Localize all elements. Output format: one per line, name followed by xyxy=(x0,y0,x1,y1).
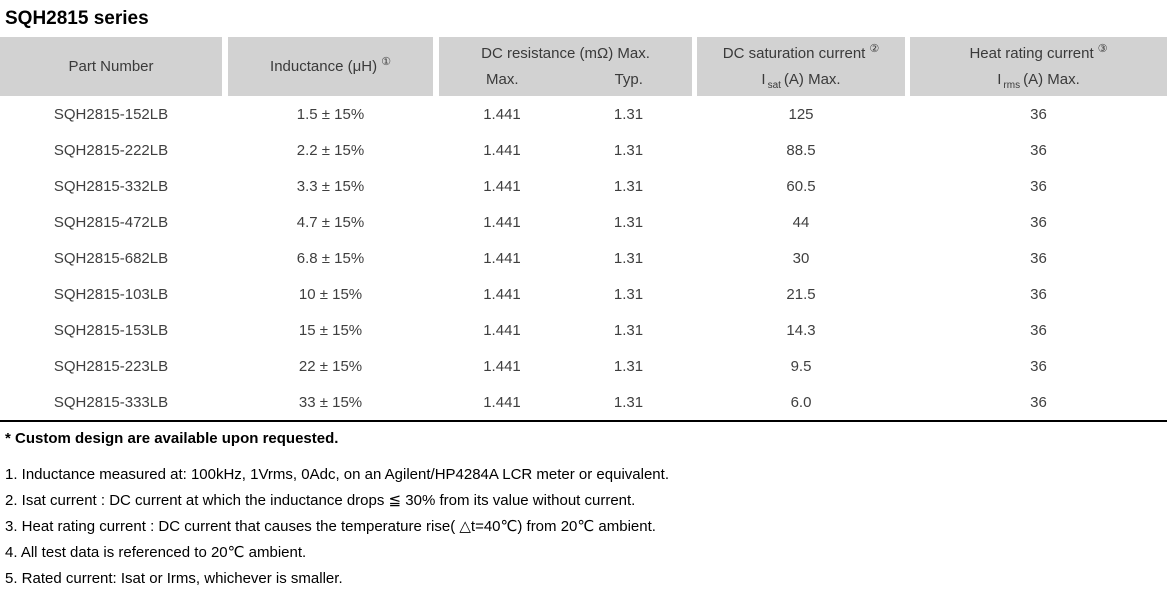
dcr-typ-cell: 1.31 xyxy=(613,105,644,123)
irms-cell: 36 xyxy=(1030,249,1047,267)
part-number-cell: SQH2815-472LB xyxy=(53,213,169,231)
dcr-typ-cell: 1.31 xyxy=(613,393,644,411)
subcolumn-header-max: Max. xyxy=(485,70,519,88)
dcr-typ-cell: 1.31 xyxy=(613,213,644,231)
irms-cell: 36 xyxy=(1030,141,1047,159)
table-row: SQH2815-333LB 33 ± 15% 1.441 1.31 6.0 36 xyxy=(0,384,1167,420)
column-divider xyxy=(692,37,697,96)
isat-subscript: sat xyxy=(767,79,781,91)
dcr-max-cell: 1.441 xyxy=(483,393,521,411)
footnote-1: 1. Inductance measured at: 100kHz, 1Vrms… xyxy=(5,466,669,483)
footnotes: * Custom design are available upon reque… xyxy=(0,422,1167,592)
note-ref-2: ② xyxy=(869,42,880,55)
inductance-cell: 22 ± 15% xyxy=(298,357,363,375)
part-number-cell: SQH2815-152LB xyxy=(53,105,169,123)
inductance-cell: 1.5 ± 15% xyxy=(296,105,365,123)
irms-cell: 36 xyxy=(1030,393,1047,411)
table-row: SQH2815-153LB 15 ± 15% 1.441 1.31 14.3 3… xyxy=(0,312,1167,348)
inductance-cell: 3.3 ± 15% xyxy=(296,177,365,195)
isat-cell: 30 xyxy=(792,249,810,267)
table-row: SQH2815-222LB 2.2 ± 15% 1.441 1.31 88.5 … xyxy=(0,132,1167,168)
column-header-label: DC resistance (mΩ) Max. xyxy=(481,44,650,62)
dcr-max-cell: 1.441 xyxy=(483,141,521,159)
dcr-max-cell: 1.441 xyxy=(483,249,521,267)
note-ref-3: ③ xyxy=(1097,42,1108,55)
dcr-typ-cell: 1.31 xyxy=(613,285,644,303)
column-header-label: Part Number xyxy=(68,57,154,75)
dcr-typ-cell: 1.31 xyxy=(613,357,644,375)
dcr-max-cell: 1.441 xyxy=(483,105,521,123)
column-divider xyxy=(222,37,228,96)
isat-cell: 88.5 xyxy=(786,141,816,159)
table-bottom-rule xyxy=(0,420,1167,422)
column-header-part-number: Part Number xyxy=(0,37,222,96)
dcr-max-cell: 1.441 xyxy=(483,285,521,303)
footnote-2: 2. Isat current : DC current at which th… xyxy=(5,492,636,509)
part-number-cell: SQH2815-153LB xyxy=(53,321,169,339)
inductance-cell: 2.2 ± 15% xyxy=(296,141,365,159)
inductance-cell: 6.8 ± 15% xyxy=(296,249,365,267)
irms-cell: 36 xyxy=(1030,213,1047,231)
column-header-label: Inductance (μH) xyxy=(270,57,378,75)
inductance-cell: 15 ± 15% xyxy=(298,321,363,339)
footnote-5: 5. Rated current: Isat or Irms, whicheve… xyxy=(5,570,343,587)
dcr-typ-cell: 1.31 xyxy=(613,321,644,339)
irms-subscript: rms xyxy=(1003,79,1021,91)
table-row: SQH2815-332LB 3.3 ± 15% 1.441 1.31 60.5 … xyxy=(0,168,1167,204)
dcr-max-cell: 1.441 xyxy=(483,357,521,375)
isat-cell: 9.5 xyxy=(790,357,812,375)
note-ref-1: ① xyxy=(381,55,391,68)
irms-cell: 36 xyxy=(1030,357,1047,375)
inductance-cell: 4.7 ± 15% xyxy=(296,213,365,231)
part-number-cell: SQH2815-333LB xyxy=(53,393,169,411)
dcr-max-cell: 1.441 xyxy=(483,177,521,195)
part-number-cell: SQH2815-682LB xyxy=(53,249,169,267)
dcr-typ-cell: 1.31 xyxy=(613,177,644,195)
column-divider xyxy=(905,37,910,96)
part-number-cell: SQH2815-223LB xyxy=(53,357,169,375)
dcr-typ-cell: 1.31 xyxy=(613,249,644,267)
part-number-cell: SQH2815-103LB xyxy=(53,285,169,303)
irms-cell: 36 xyxy=(1030,285,1047,303)
footnote-4: 4. All test data is referenced to 20℃ am… xyxy=(5,544,307,561)
column-divider xyxy=(433,37,439,96)
spec-table-header: Part Number Inductance (μH) ① DC resistan… xyxy=(0,37,1167,96)
dcr-max-cell: 1.441 xyxy=(483,321,521,339)
column-header-inductance: Inductance (μH) ① xyxy=(228,37,433,96)
page-title: SQH2815 series xyxy=(5,8,149,29)
subcolumn-header-typ: Typ. xyxy=(614,70,643,88)
isat-cell: 60.5 xyxy=(786,177,816,195)
column-header-label: Heat rating current xyxy=(969,44,1094,62)
spec-table-body: SQH2815-152LB 1.5 ± 15% 1.441 1.31 125 3… xyxy=(0,96,1167,420)
custom-design-note: * Custom design are available upon reque… xyxy=(5,430,339,447)
irms-cell: 36 xyxy=(1030,177,1047,195)
table-row: SQH2815-152LB 1.5 ± 15% 1.441 1.31 125 3… xyxy=(0,96,1167,132)
dcr-max-cell: 1.441 xyxy=(483,213,521,231)
dcr-typ-cell: 1.31 xyxy=(613,141,644,159)
part-number-cell: SQH2815-222LB xyxy=(53,141,169,159)
table-row: SQH2815-103LB 10 ± 15% 1.441 1.31 21.5 3… xyxy=(0,276,1167,312)
table-row: SQH2815-472LB 4.7 ± 15% 1.441 1.31 44 36 xyxy=(0,204,1167,240)
footnote-3: 3. Heat rating current : DC current that… xyxy=(5,518,656,535)
irms-cell: 36 xyxy=(1030,105,1047,123)
table-row: SQH2815-223LB 22 ± 15% 1.441 1.31 9.5 36 xyxy=(0,348,1167,384)
column-header-dc-resistance: DC resistance (mΩ) Max. Max. Typ. xyxy=(439,37,692,96)
part-number-cell: SQH2815-332LB xyxy=(53,177,169,195)
irms-cell: 36 xyxy=(1030,321,1047,339)
isat-cell: 44 xyxy=(792,213,810,231)
isat-cell: 21.5 xyxy=(786,285,816,303)
column-header-label: DC saturation current xyxy=(722,44,866,62)
isat-cell: 6.0 xyxy=(790,393,812,411)
isat-cell: 14.3 xyxy=(786,321,816,339)
inductance-cell: 10 ± 15% xyxy=(298,285,363,303)
table-row: SQH2815-682LB 6.8 ± 15% 1.441 1.31 30 36 xyxy=(0,240,1167,276)
isat-cell: 125 xyxy=(788,105,814,123)
inductance-cell: 33 ± 15% xyxy=(298,393,363,411)
